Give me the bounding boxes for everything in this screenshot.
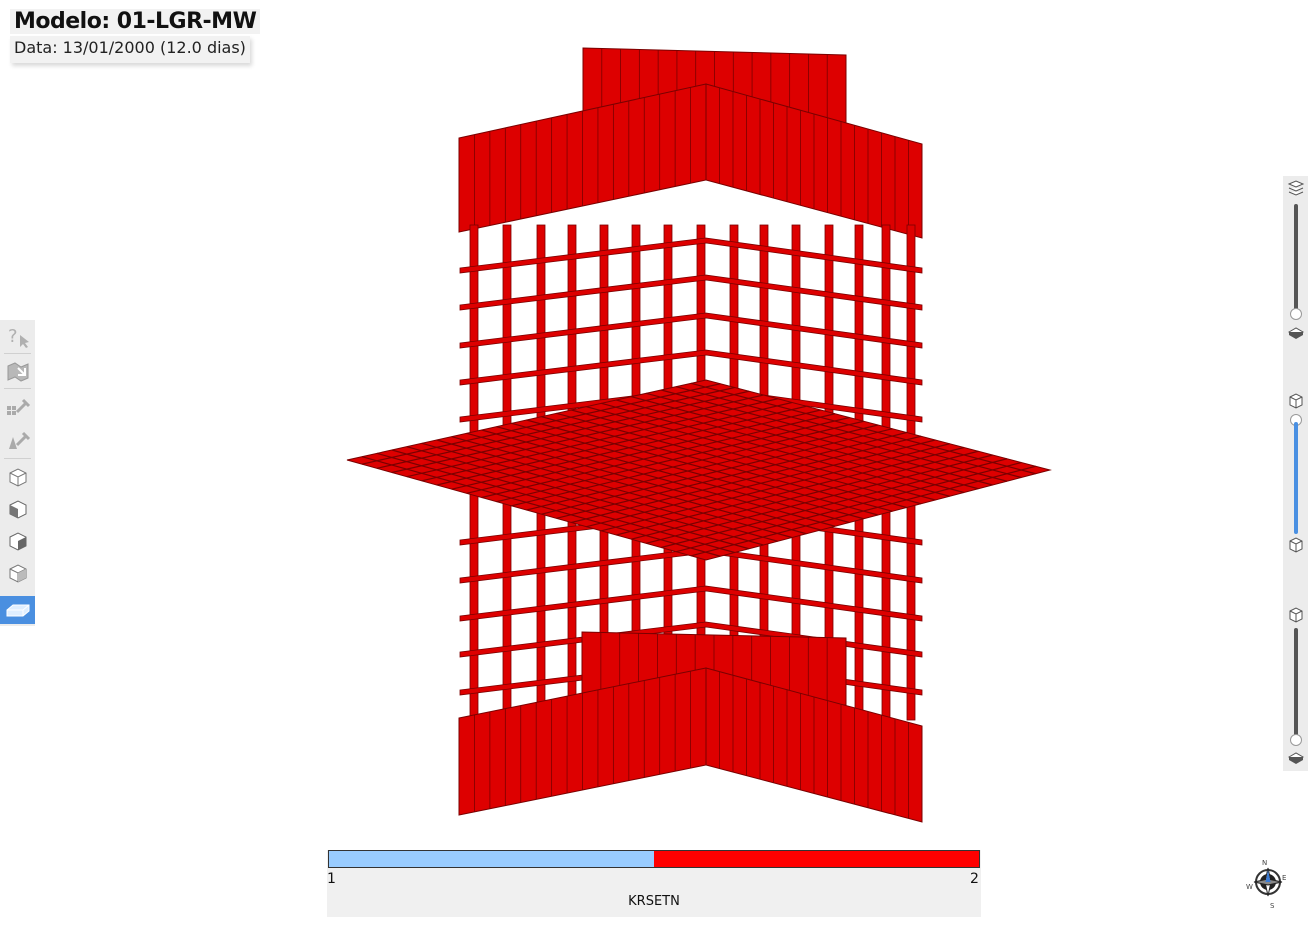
slab-mesh-line [675, 386, 1022, 479]
grid-rung-2 [459, 312, 923, 349]
svg-text:S: S [1270, 902, 1275, 910]
view-cube-iso-icon [9, 564, 27, 583]
grid-rung-7 [459, 585, 923, 622]
depth-slider-knob[interactable] [1290, 734, 1302, 746]
help-pointer-button[interactable]: ? [3, 322, 33, 350]
layers-icon [1287, 180, 1305, 196]
view-top-button[interactable] [3, 463, 33, 491]
depth-cube-icon [1289, 607, 1303, 623]
well-probe-button[interactable] [3, 426, 33, 454]
slab-mesh-line [646, 454, 993, 544]
slab-mesh-line [690, 465, 1036, 557]
help-pointer-icon: ? [8, 326, 29, 348]
view-cube-side-icon [9, 532, 27, 551]
grid-probe-button[interactable] [3, 393, 33, 421]
slab-mesh-line [660, 389, 1008, 482]
slab-mesh-line [660, 458, 1008, 549]
date-label: Data: 13/01/2000 (12.0 dias) [10, 36, 250, 63]
svg-text:?: ? [8, 326, 18, 347]
section-cube-top-icon [1289, 393, 1303, 409]
view-iso-button[interactable] [3, 559, 33, 587]
view-side-button[interactable] [3, 527, 33, 555]
depth-slider-track[interactable] [1294, 628, 1298, 738]
layer-slab-button[interactable] [0, 596, 35, 624]
compass-rose-icon[interactable]: N E W S [1242, 856, 1294, 912]
legend-max-label: 2 [970, 871, 979, 887]
grid-rung-0 [459, 237, 923, 274]
well-probe-icon [9, 431, 31, 449]
grid-rung-3 [459, 349, 923, 386]
legend-color-bar [328, 850, 980, 868]
section-slider-track[interactable] [1294, 422, 1298, 534]
depth-base-icon [1287, 752, 1305, 764]
single-layer-icon [1287, 327, 1305, 339]
layers-slider-track[interactable] [1294, 204, 1298, 314]
view-cube-front-icon [9, 500, 27, 519]
map-view-button[interactable] [3, 357, 33, 385]
map-view-icon [7, 362, 29, 382]
legend-min-label: 1 [327, 871, 336, 887]
slab-mesh-line [675, 461, 1022, 553]
legend-property-title: KRSETN [628, 894, 680, 909]
legend-swatch-low [329, 851, 654, 867]
left-toolbar: ? [0, 320, 35, 626]
legend-swatch-high [654, 851, 979, 867]
slab-mesh-line [690, 382, 1036, 475]
view-cube-top-icon [9, 468, 27, 487]
model-info-panel: Modelo: 01-LGR-MW Data: 13/01/2000 (12.0… [10, 9, 261, 63]
model-title: Modelo: 01-LGR-MW [10, 9, 261, 34]
svg-text:N: N [1262, 859, 1267, 867]
svg-text:E: E [1282, 874, 1286, 882]
view-front-button[interactable] [3, 495, 33, 523]
right-slider-panel [1283, 176, 1308, 771]
layers-slider-knob[interactable] [1290, 308, 1302, 320]
grid-probe-icon [7, 398, 31, 415]
section-cube-bottom-icon [1289, 537, 1303, 553]
grid-rung-1 [459, 274, 923, 311]
svg-text:W: W [1246, 883, 1253, 891]
layer-slab-icon [6, 604, 29, 617]
